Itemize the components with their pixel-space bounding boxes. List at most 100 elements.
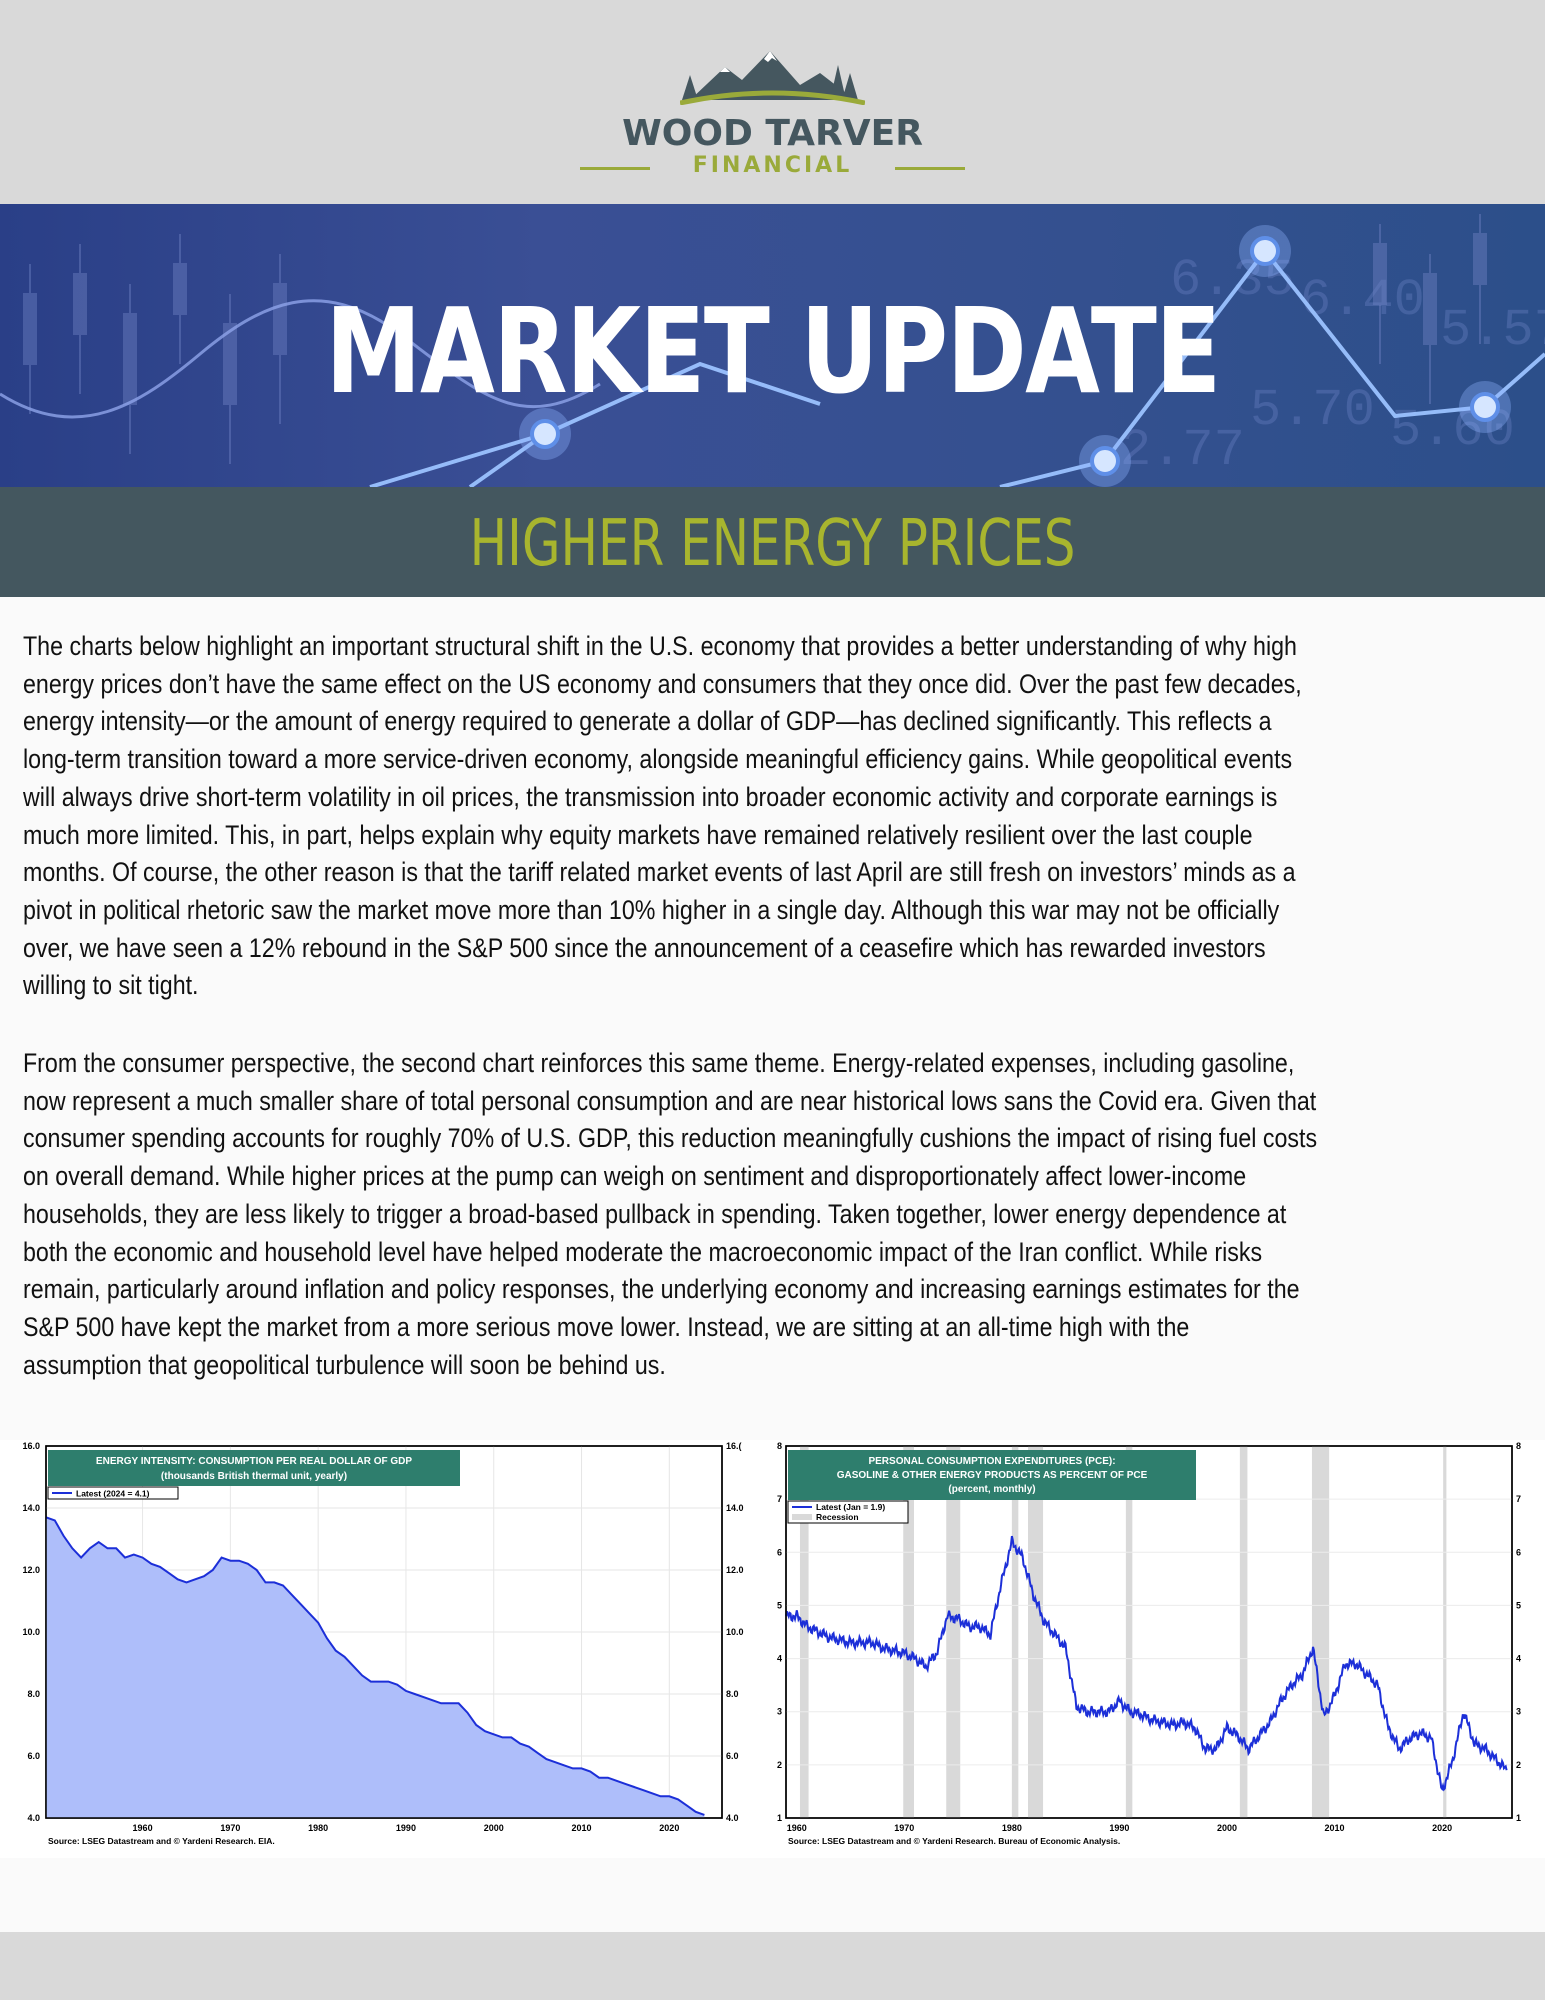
x-tick-label: 1960 [133,1823,153,1833]
chart-source: Source: LSEG Datastream and © Yardeni Re… [788,1836,1120,1846]
banner-number: 5.57 [1440,301,1545,360]
market-update-banner: 6.35 6.40 5.57 5.70 5.60 2.77 MARKET UPD… [0,204,1545,487]
y-tick-label: 2 [777,1760,782,1770]
y-tick-label-right: 10.0 [726,1627,744,1637]
y-tick-label-right: 5 [1516,1600,1521,1610]
banner-number: 2.77 [1120,421,1245,480]
text-line: energy intensity—or the amount of energy… [23,706,1272,737]
y-tick-label-right: 8 [1516,1441,1521,1451]
x-tick-label: 2000 [1217,1823,1237,1833]
y-tick-label-right: 16.( [726,1441,742,1451]
y-tick-label: 5 [777,1600,782,1610]
chart-subtitle-units: (percent, monthly) [948,1484,1035,1495]
pce-energy-chart-svg: 1 2 3 4 5 6 7 8 1 2 3 4 5 6 7 8 1960 1970 1980 1990 2000 20… [777,1441,1521,1846]
logo-rule-right [895,167,965,170]
energy-intensity-chart-svg: 4.0 6.0 8.0 10.0 12.0 14.0 16.0 4.0 6.0 8.0 10.0 1… [22,1441,744,1846]
y-tick-label-right: 4 [1516,1654,1521,1664]
x-tick-label: 2000 [484,1823,504,1833]
text-line: energy prices don’t have the same effect… [23,668,1302,699]
text-line: remain, particularly around inflation an… [23,1274,1300,1305]
x-tick-label: 2010 [1325,1823,1345,1833]
chart-subtitle: (thousands British thermal unit, yearly) [161,1471,347,1482]
text-line: now represent a much smaller share of to… [23,1085,1317,1116]
chart-source: Source: LSEG Datastream and © Yardeni Re… [48,1836,275,1846]
logo-subtitle: FINANCIAL [692,153,853,178]
footer-band [0,1932,1545,2000]
page-subtitle: HIGHER ENERGY PRICES [469,507,1076,581]
x-tick-label: 2020 [659,1823,679,1833]
x-tick-label: 1990 [396,1823,416,1833]
recession-bar [1028,1446,1044,1818]
text-line: pivot in political rhetoric saw the mark… [23,894,1280,925]
text-line: long-term transition toward a more servi… [23,744,1293,775]
y-tick-label: 6.0 [27,1751,40,1761]
legend-label-latest: Latest (Jan = 1.9) [816,1502,885,1512]
logo-name: WOOD TARVER [622,113,923,154]
banner-background: 6.35 6.40 5.57 5.70 5.60 2.77 [0,214,1545,487]
y-tick-label-right: 6 [1516,1547,1521,1557]
chart-legend [787,1500,909,1524]
text-line: consumer spending accounts for roughly 7… [23,1123,1318,1154]
energy-intensity-area [46,1517,705,1818]
x-tick-label: 1970 [894,1823,914,1833]
text-line: willing to sit tight. [23,970,199,1001]
legend-label: Latest (2024 = 4.1) [76,1489,150,1499]
chart-header [788,1450,1196,1500]
recession-bar [1125,1446,1133,1818]
chart-header [48,1450,460,1486]
y-tick-label-right: 3 [1516,1707,1521,1717]
subtitle-band: HIGHER ENERGY PRICES [0,487,1545,597]
y-tick-label-right: 2 [1516,1760,1521,1770]
x-tick-label: 1980 [308,1823,328,1833]
mountain-icon [680,51,865,105]
energy-intensity-chart: 4.0 6.0 8.0 10.0 12.0 14.0 16.0 4.0 6.0 8.0 10.0 1… [0,1440,770,1858]
y-tick-label: 8.0 [27,1689,40,1699]
recession-bar [903,1446,914,1818]
recession-bar [1239,1446,1248,1818]
y-tick-label: 4.0 [27,1813,40,1823]
chart-legend [47,1486,179,1500]
x-tick-label: 2020 [1432,1823,1452,1833]
banner-number: 5.70 [1250,381,1375,440]
legend-swatch-recession [792,1514,812,1520]
y-tick-label-right: 4.0 [726,1813,739,1823]
x-tick-label: 1970 [220,1823,240,1833]
x-tick-label: 1980 [1002,1823,1022,1833]
y-tick-label: 3 [777,1707,782,1717]
paragraph-2: From the consumer perspective, the secon… [23,1045,1523,1384]
chart-title: PERSONAL CONSUMPTION EXPENDITURES (PCE): [868,1456,1115,1467]
text-line: will always drive short-term volatility … [23,781,1278,812]
text-line: over, we have seen a 12% rebound in the … [23,932,1266,963]
chart-subtitle: GASOLINE & OTHER ENERGY PRODUCTS AS PERC… [837,1470,1148,1481]
y-tick-label: 6 [777,1547,782,1557]
y-tick-label: 4 [777,1654,782,1664]
text-line: assumption that geopolitical turbulence … [23,1349,666,1380]
y-tick-label: 1 [777,1813,782,1823]
recession-bar [1011,1446,1019,1818]
y-tick-label: 12.0 [22,1565,40,1575]
y-tick-label: 14.0 [22,1503,40,1513]
text-line: much more limited. This, in part, helps … [23,819,1253,850]
text-line: The charts below highlight an important … [23,631,1297,661]
legend-label-recession: Recession [816,1512,859,1522]
y-tick-label: 10.0 [22,1627,40,1637]
recession-bar [1311,1446,1330,1818]
y-tick-label: 8 [777,1441,782,1451]
plot-border [45,1445,723,1819]
x-tick-label: 1990 [1109,1823,1129,1833]
text-line: both the economic and household level ha… [23,1236,1263,1267]
y-tick-label: 16.0 [22,1441,40,1451]
recession-bar [1443,1446,1447,1818]
logo-rule-left [580,167,650,170]
y-tick-label-right: 6.0 [726,1751,739,1761]
y-tick-label-right: 12.0 [726,1565,744,1575]
y-tick-label-right: 1 [1516,1813,1521,1823]
chart-title: ENERGY INTENSITY: CONSUMPTION PER REAL D… [96,1456,412,1467]
text-line: S&P 500 have kept the market from a more… [23,1311,1190,1342]
recession-bar [946,1446,961,1818]
wood-tarver-logo: WOOD TARVER FINANCIAL [560,45,985,185]
energy-intensity-line [45,1516,705,1816]
y-tick-label-right: 7 [1516,1494,1521,1504]
recession-bar [799,1446,809,1818]
text-line: households, they are less likely to trig… [23,1198,1287,1229]
